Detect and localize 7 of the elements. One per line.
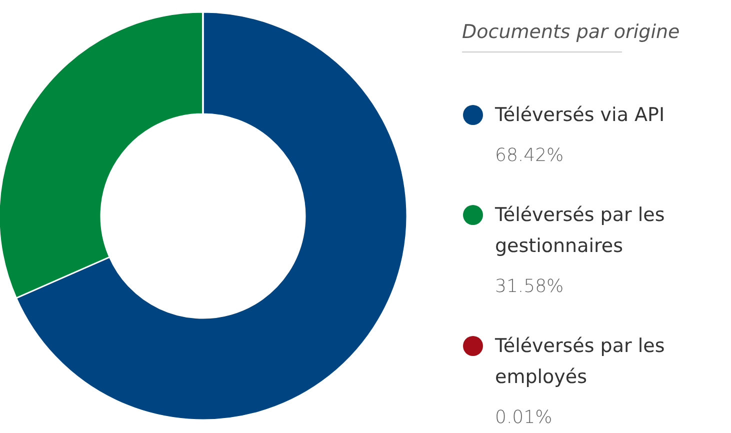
data-label: 68.42%	[495, 145, 564, 166]
data-label: 31.58%	[495, 276, 564, 297]
legend-title: Documents par origine	[462, 21, 680, 43]
legend-label: Téléversés par les employés	[494, 335, 665, 388]
legend-label: Téléversés par les gestionnaires	[494, 204, 665, 257]
legend-label: Téléversés via API	[494, 104, 665, 126]
data-label: 0.01%	[495, 407, 552, 428]
